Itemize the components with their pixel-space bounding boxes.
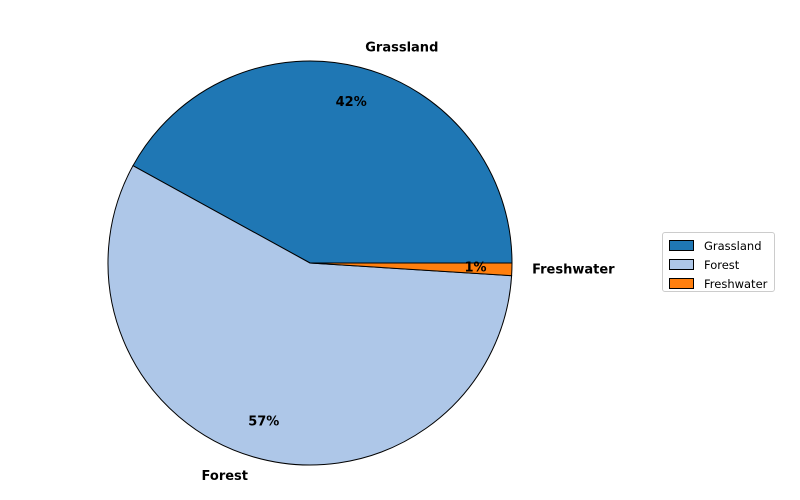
slice-label-grassland: Grassland [365, 40, 438, 55]
pie-slice-forest [107, 165, 513, 466]
pct-label-grassland: 42% [336, 95, 367, 110]
legend-swatch-grassland [669, 240, 694, 251]
legend-swatch-freshwater [669, 278, 694, 289]
legend: Grassland Forest Freshwater [662, 232, 775, 292]
pie-labels: Grassland 42% Forest 57% Freshwater 1% [202, 40, 616, 484]
legend-label-forest: Forest [704, 257, 740, 272]
pct-label-freshwater: 1% [465, 261, 487, 276]
legend-label-freshwater: Freshwater [704, 276, 768, 291]
slice-label-forest: Forest [202, 469, 248, 484]
pie-slice-freshwater [309, 262, 513, 277]
legend-swatch-forest [669, 259, 694, 270]
pie-slice-grassland [132, 60, 513, 264]
legend-label-grassland: Grassland [704, 238, 762, 253]
legend-item-forest: Forest [667, 255, 770, 274]
pie-slices [107, 60, 513, 466]
legend-item-freshwater: Freshwater [667, 274, 770, 293]
slice-label-freshwater: Freshwater [532, 262, 615, 277]
legend-item-grassland: Grassland [667, 236, 770, 255]
pct-label-forest: 57% [248, 415, 279, 430]
